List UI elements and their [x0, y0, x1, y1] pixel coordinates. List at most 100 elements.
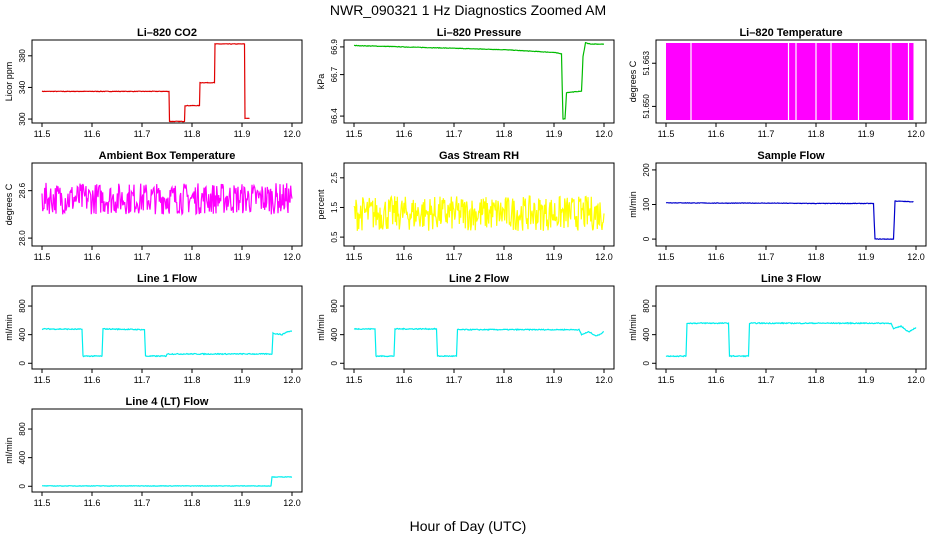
- chart-panel: Gas Stream RH percent 11.5 11.6 11.7 11.8 11.9…: [316, 150, 615, 262]
- plot-frame: [31, 408, 303, 493]
- x-tick-label: 11.6: [396, 129, 413, 139]
- y-tick-label: 400: [18, 450, 27, 464]
- panel-title: Li–820 Pressure: [437, 27, 521, 39]
- plot-frame: [31, 162, 303, 247]
- x-tick-label: 11.6: [708, 375, 725, 385]
- plot-frame: [655, 285, 927, 370]
- series-line: [353, 327, 604, 358]
- y-axis-label: ml/min: [628, 191, 638, 218]
- x-tick-label: 11.9: [546, 129, 563, 139]
- x-tick-label: 11.7: [446, 129, 463, 139]
- y-tick-label: 800: [18, 299, 27, 313]
- y-tick-label: 0: [642, 236, 651, 241]
- x-tick-label: 11.7: [758, 252, 775, 262]
- chart-panel: Line 2 Flow ml/min 11.5 11.6 11.7 11.8 11.9 12.…: [316, 273, 615, 385]
- y-tick-label: 200: [642, 163, 651, 177]
- y-tick-label: 300: [18, 112, 27, 126]
- x-tick-label: 11.9: [234, 252, 251, 262]
- x-tick-label: 11.5: [658, 375, 675, 385]
- x-tick-label: 11.6: [84, 375, 101, 385]
- x-tick-label: 11.6: [396, 252, 413, 262]
- y-tick-label: 1.5: [330, 201, 339, 213]
- panel-title: Ambient Box Temperature: [99, 150, 236, 162]
- y-tick-label: 51.650: [642, 94, 651, 119]
- y-tick-label: 800: [330, 299, 339, 313]
- x-tick-label: 12.0: [907, 252, 925, 262]
- x-tick-label: 11.5: [34, 375, 51, 385]
- y-tick-label: 100: [642, 197, 651, 211]
- x-tick-label: 11.7: [446, 252, 463, 262]
- x-tick-label: 11.9: [234, 498, 251, 508]
- y-tick-label: 0.5: [330, 231, 339, 243]
- series-line: [41, 43, 250, 123]
- x-tick-label: 11.5: [346, 252, 363, 262]
- chart-panel: Li–820 CO2 Licor ppm 11.5 11.6 11.7 11.8 11.9 1…: [4, 27, 303, 139]
- x-tick-label: 11.6: [84, 129, 101, 139]
- y-axis-label: Licor ppm: [4, 62, 14, 102]
- x-tick-label: 11.6: [84, 252, 101, 262]
- x-tick-label: 12.0: [595, 129, 613, 139]
- chart-panel: Sample Flow ml/min 11.5 11.6 11.7 11.8 11.9 12.…: [628, 150, 927, 262]
- x-tick-label: 11.5: [346, 129, 363, 139]
- x-tick-label: 12.0: [595, 375, 613, 385]
- y-tick-label: 0: [18, 484, 27, 489]
- y-tick-label: 66.9: [330, 39, 339, 55]
- y-tick-label: 2.5: [330, 172, 339, 184]
- y-axis-label: degrees C: [628, 60, 638, 102]
- y-axis-label: degrees C: [4, 183, 14, 225]
- x-tick-label: 11.5: [346, 375, 363, 385]
- x-tick-label: 11.8: [184, 498, 201, 508]
- series-line: [353, 41, 605, 120]
- y-tick-label: 0: [330, 361, 339, 366]
- x-tick-label: 12.0: [283, 252, 301, 262]
- y-tick-label: 400: [18, 327, 27, 341]
- x-tick-label: 11.8: [184, 375, 201, 385]
- x-tick-label: 12.0: [283, 375, 301, 385]
- x-tick-label: 11.8: [496, 129, 513, 139]
- chart-panel: Line 3 Flow ml/min 11.5 11.6 11.7 11.8 11.9 12.…: [628, 273, 927, 385]
- x-tick-label: 12.0: [595, 252, 613, 262]
- plot-frame: [655, 39, 927, 124]
- plot-frame: [343, 39, 615, 124]
- x-tick-label: 11.7: [134, 252, 151, 262]
- x-tick-label: 11.8: [808, 252, 825, 262]
- y-axis-label: ml/min: [4, 314, 14, 341]
- panel-grid: Li–820 CO2 Licor ppm 11.5 11.6 11.7 11.8 11.9 1…: [4, 27, 927, 508]
- chart-panel: Ambient Box Temperature degrees C 11.5 11.6…: [4, 150, 303, 262]
- panel-title: Line 2 Flow: [449, 273, 509, 285]
- x-tick-label: 11.5: [34, 129, 51, 139]
- panel-title: Line 4 (LT) Flow: [126, 396, 209, 408]
- x-tick-label: 11.6: [84, 498, 101, 508]
- y-tick-label: 28.0: [18, 230, 27, 246]
- series-line: [353, 194, 605, 231]
- chart-panel: Line 1 Flow ml/min 11.5 11.6 11.7 11.8 11.9 12.…: [4, 273, 303, 385]
- series-line: [41, 475, 293, 487]
- x-tick-label: 11.9: [234, 375, 251, 385]
- chart-panel: Li–820 Temperature degrees C 11.5 11.6 11.7 1…: [628, 27, 927, 139]
- x-tick-label: 11.6: [708, 252, 725, 262]
- x-tick-label: 11.8: [496, 252, 513, 262]
- x-tick-label: 11.5: [658, 252, 675, 262]
- y-tick-label: 800: [18, 422, 27, 436]
- x-tick-label: 11.7: [134, 498, 151, 508]
- x-tick-label: 11.9: [546, 252, 563, 262]
- plot-frame: [343, 162, 615, 247]
- y-tick-label: 51.663: [642, 50, 651, 75]
- x-tick-label: 11.8: [184, 252, 201, 262]
- x-tick-label: 11.8: [808, 375, 825, 385]
- plot-frame: [343, 285, 615, 370]
- y-tick-label: 0: [18, 361, 27, 366]
- y-tick-label: 380: [18, 49, 27, 63]
- y-tick-label: 66.4: [330, 108, 339, 124]
- x-tick-label: 11.9: [858, 129, 875, 139]
- x-tick-label: 11.5: [658, 129, 675, 139]
- figure-title: NWR_090321 1 Hz Diagnostics Zoomed AM: [330, 2, 606, 18]
- x-tick-label: 11.9: [546, 375, 563, 385]
- x-tick-label: 11.5: [34, 252, 51, 262]
- x-tick-label: 11.8: [496, 375, 513, 385]
- figure-xlabel: Hour of Day (UTC): [410, 518, 527, 534]
- plot-frame: [31, 39, 303, 124]
- x-tick-label: 11.9: [858, 375, 875, 385]
- y-tick-label: 400: [330, 327, 339, 341]
